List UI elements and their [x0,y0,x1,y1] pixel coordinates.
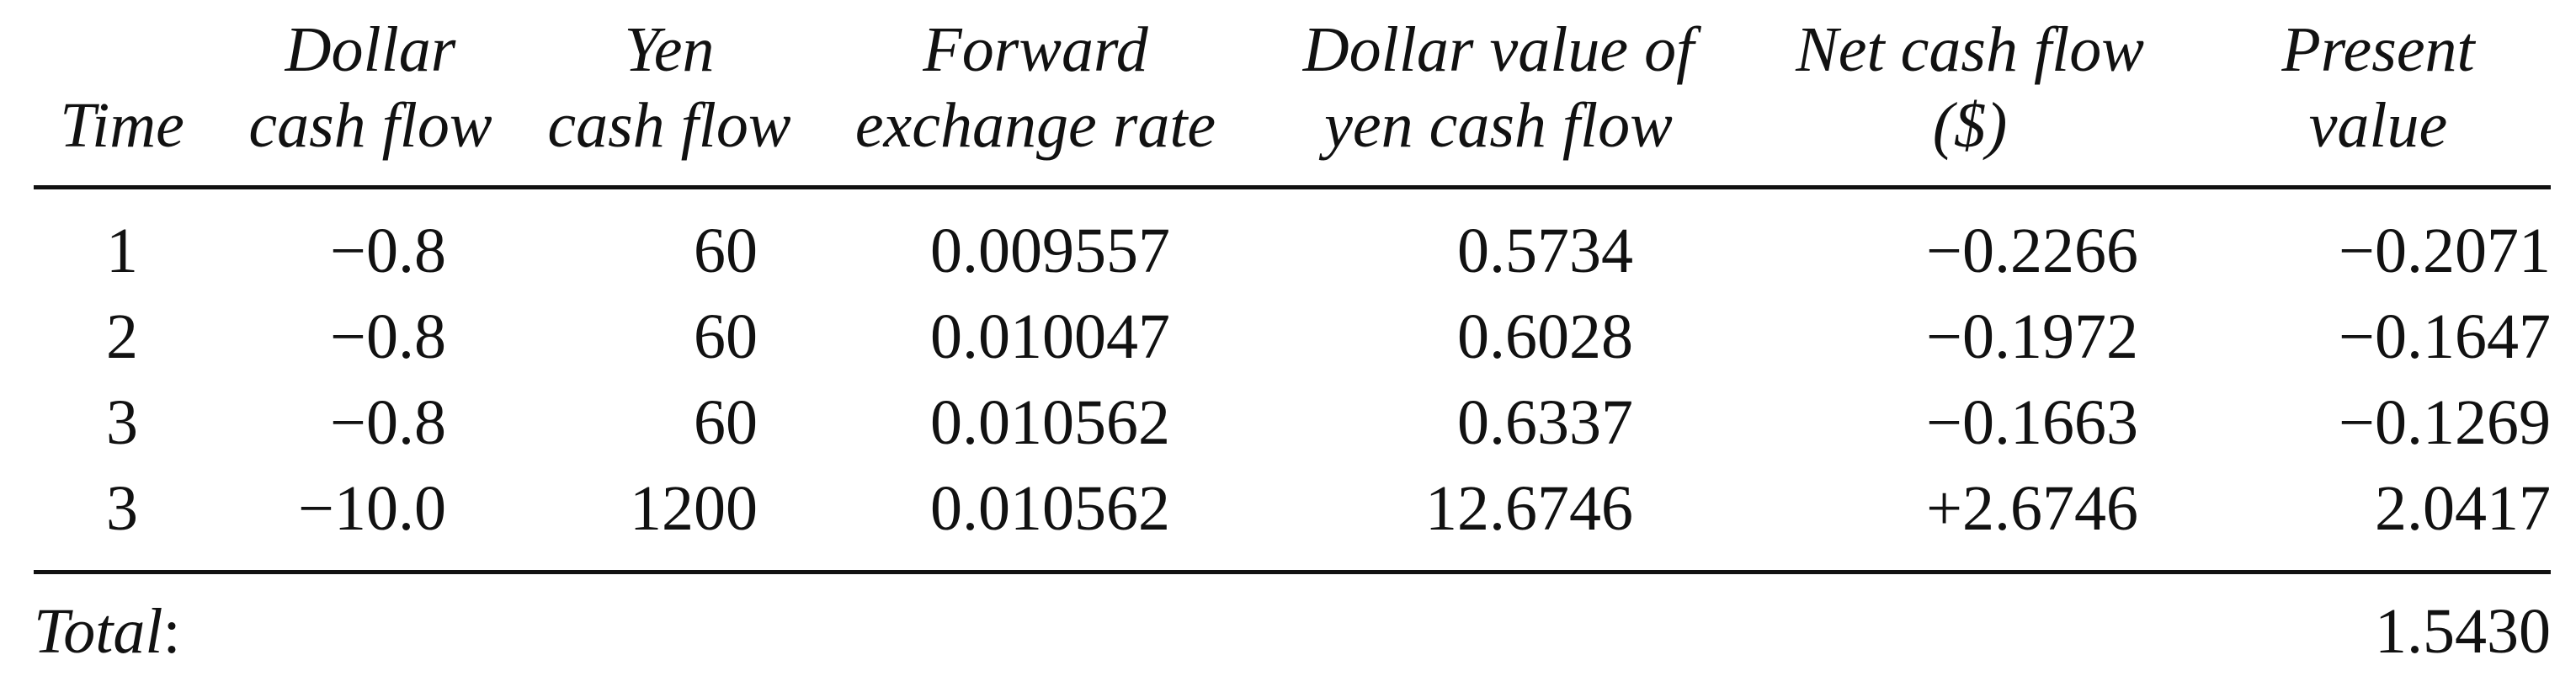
header-line: value [2308,90,2448,161]
cell-time: 2 [106,301,138,372]
cell-time: 1 [106,216,138,286]
cell-net-cash-flow: −0.2266 [1926,216,2138,286]
header-dollar-cash-flow: Dollar cash flow [210,0,530,189]
header-present-value: Present value [2206,0,2551,189]
header-line: exchange rate [854,90,1216,161]
header-line: Forward [923,14,1148,85]
cell-present-value: −0.1647 [2339,301,2551,372]
cell-yen-cash-flow: 1200 [630,473,758,544]
cell-dollar-cash-flow: −0.8 [330,387,446,458]
table-row: 3 −10.0 1200 0.010562 12.6746 +2.6746 2.… [34,466,2551,572]
table-footer: Total: 1.5430 [34,570,2551,674]
header-net-cash-flow: Net cash flow ($) [1734,0,2206,189]
cell-dollar-cash-flow: −10.0 [298,473,446,544]
cell-dollar-value: 12.6746 [1425,473,1633,544]
header-yen-cash-flow: Yen cash flow [530,0,808,189]
cell-yen-cash-flow: 60 [694,301,758,372]
header-line: Yen [624,14,715,85]
cell-net-cash-flow: −0.1972 [1926,301,2138,372]
cell-present-value: −0.2071 [2339,216,2551,286]
cell-present-value: 2.0417 [2375,473,2551,544]
cell-yen-cash-flow: 60 [694,216,758,286]
total-row: Total: 1.5430 [34,570,2551,674]
cell-forward-rate: 0.009557 [930,216,1170,286]
header-line: yen cash flow [1324,90,1673,161]
header-line: Dollar value of [1302,14,1695,85]
table-header: Time Dollar cash flow Yen cash flow Forw… [34,0,2551,189]
total-value: 1.5430 [2206,570,2551,674]
header-line: cash flow [547,90,791,161]
cell-net-cash-flow: +2.6746 [1926,473,2138,544]
header-forward-exchange-rate: Forward exchange rate [808,0,1263,189]
header-line: Dollar [285,14,456,85]
cell-net-cash-flow: −0.1663 [1926,387,2138,458]
cash-flow-table: Time Dollar cash flow Yen cash flow Forw… [34,0,2551,674]
total-spacer [530,570,2206,674]
header-line: ($) [1932,90,2008,161]
cell-forward-rate: 0.010562 [930,387,1170,458]
header-time: Time [34,0,210,189]
header-row: Time Dollar cash flow Yen cash flow Forw… [34,0,2551,189]
cell-forward-rate: 0.010562 [930,473,1170,544]
total-colon: : [162,596,181,667]
header-line: Time [60,90,184,161]
cell-dollar-value: 0.5734 [1457,216,1633,286]
cell-dollar-value: 0.6337 [1457,387,1633,458]
table-row: 2 −0.8 60 0.010047 0.6028 −0.1972 −0.164… [34,294,2551,380]
header-line: cash flow [248,90,492,161]
cell-time: 3 [106,473,138,544]
table-row: 3 −0.8 60 0.010562 0.6337 −0.1663 −0.126… [34,380,2551,466]
cell-yen-cash-flow: 60 [694,387,758,458]
table-body: 1 −0.8 60 0.009557 0.5734 −0.2266 −0.207… [34,188,2551,572]
cash-flow-table-container: Time Dollar cash flow Yen cash flow Forw… [34,0,2551,687]
cell-dollar-cash-flow: −0.8 [330,216,446,286]
header-line: Present [2281,14,2475,85]
header-line: Net cash flow [1796,14,2144,85]
cell-forward-rate: 0.010047 [930,301,1170,372]
cell-dollar-value: 0.6028 [1457,301,1633,372]
cell-dollar-cash-flow: −0.8 [330,301,446,372]
total-label: Total [34,596,163,667]
header-dollar-value-of-yen: Dollar value of yen cash flow [1263,0,1734,189]
cell-present-value: −0.1269 [2339,387,2551,458]
cell-time: 3 [106,387,138,458]
table-row: 1 −0.8 60 0.009557 0.5734 −0.2266 −0.207… [34,188,2551,295]
total-label-cell: Total: [34,570,530,674]
